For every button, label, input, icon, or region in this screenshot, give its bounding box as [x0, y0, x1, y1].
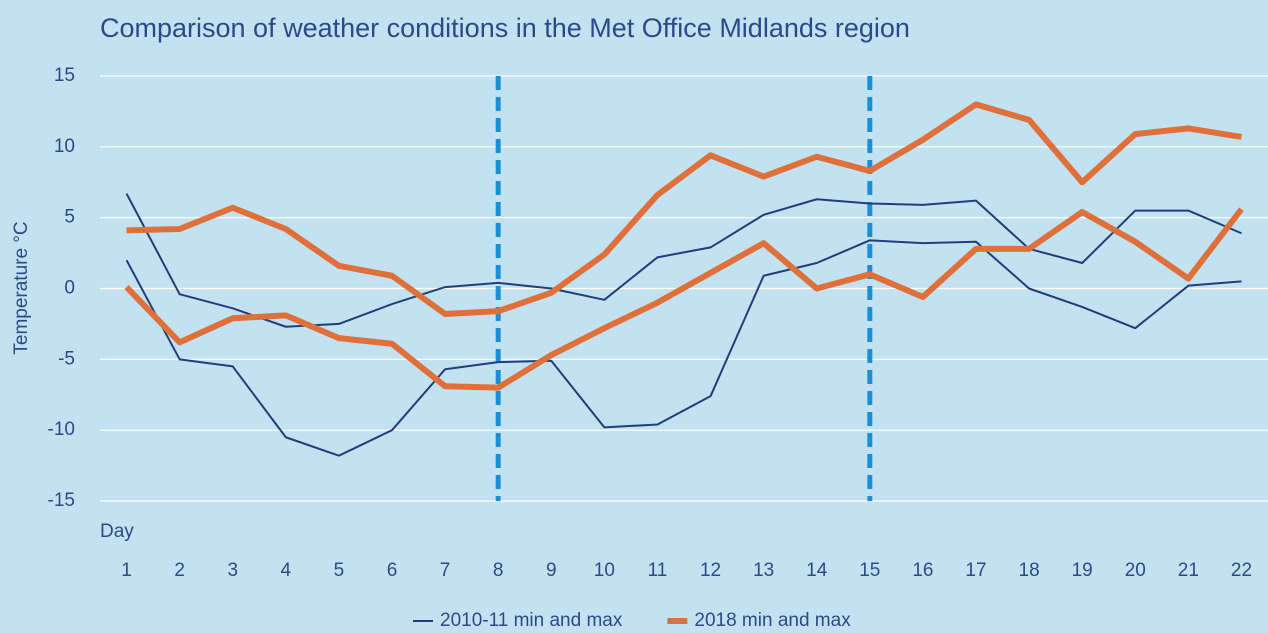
- legend-label: 2010-11 min and max: [440, 610, 623, 631]
- x-tick-label: 17: [965, 560, 986, 581]
- x-tick-label: 7: [440, 560, 451, 581]
- x-tick-label: 16: [912, 560, 933, 581]
- y-tick-label: -15: [48, 490, 75, 511]
- x-tick-label: 1: [121, 560, 132, 581]
- x-tick-label: 21: [1178, 560, 1199, 581]
- x-tick-label: 6: [387, 560, 398, 581]
- x-tick-label: 12: [700, 560, 721, 581]
- y-tick-label: 5: [64, 207, 75, 228]
- x-tick-label: 2: [174, 560, 185, 581]
- x-tick-label: 8: [493, 560, 504, 581]
- y-tick-label: 10: [54, 136, 75, 157]
- y-tick-label: 0: [64, 278, 75, 299]
- y-axis-label: Temperature °C: [11, 221, 32, 354]
- x-tick-label: 4: [281, 560, 292, 581]
- y-tick-label: 15: [54, 65, 75, 86]
- chart-title: Comparison of weather conditions in the …: [100, 13, 910, 43]
- x-tick-label: 13: [753, 560, 774, 581]
- x-tick-label: 18: [1019, 560, 1040, 581]
- legend-label: 2018 min and max: [694, 610, 851, 631]
- data-line: [125, 239, 1242, 457]
- x-axis-label: Day: [100, 521, 134, 542]
- y-tick-label: -5: [58, 348, 75, 369]
- x-tick-label: 22: [1231, 560, 1252, 581]
- x-tick-label: 19: [1072, 560, 1093, 581]
- x-tick-label: 9: [546, 560, 557, 581]
- data-line: [124, 207, 1244, 391]
- x-tick-label: 15: [859, 560, 880, 581]
- x-tick-label: 5: [334, 560, 345, 581]
- y-tick-label: -10: [48, 419, 75, 440]
- x-tick-label: 10: [594, 560, 615, 581]
- x-tick-label: 3: [227, 560, 238, 581]
- x-tick-label: 11: [648, 560, 668, 581]
- data-line: [126, 101, 1242, 317]
- x-tick-label: 14: [806, 560, 828, 581]
- x-tick-label: 20: [1125, 560, 1146, 581]
